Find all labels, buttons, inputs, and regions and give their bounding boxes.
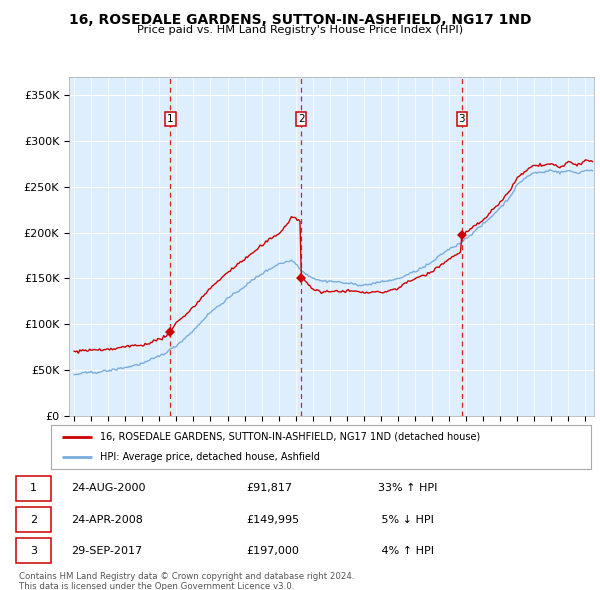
Text: 16, ROSEDALE GARDENS, SUTTON-IN-ASHFIELD, NG17 1ND: 16, ROSEDALE GARDENS, SUTTON-IN-ASHFIELD…	[69, 13, 531, 27]
Text: 4% ↑ HPI: 4% ↑ HPI	[378, 546, 434, 556]
FancyBboxPatch shape	[16, 476, 51, 501]
Text: 1: 1	[167, 114, 173, 124]
Text: 24-AUG-2000: 24-AUG-2000	[71, 483, 145, 493]
Text: 2: 2	[298, 114, 304, 124]
Text: 1: 1	[30, 483, 37, 493]
Text: £91,817: £91,817	[246, 483, 292, 493]
Text: 33% ↑ HPI: 33% ↑ HPI	[378, 483, 437, 493]
FancyBboxPatch shape	[16, 507, 51, 532]
FancyBboxPatch shape	[16, 538, 51, 563]
Text: HPI: Average price, detached house, Ashfield: HPI: Average price, detached house, Ashf…	[100, 452, 319, 462]
Text: 3: 3	[458, 114, 465, 124]
Text: Price paid vs. HM Land Registry's House Price Index (HPI): Price paid vs. HM Land Registry's House …	[137, 25, 463, 35]
Text: 24-APR-2008: 24-APR-2008	[71, 514, 143, 525]
Text: £149,995: £149,995	[246, 514, 299, 525]
Text: This data is licensed under the Open Government Licence v3.0.: This data is licensed under the Open Gov…	[19, 582, 295, 590]
Text: 5% ↓ HPI: 5% ↓ HPI	[378, 514, 434, 525]
Text: 29-SEP-2017: 29-SEP-2017	[71, 546, 142, 556]
Text: Contains HM Land Registry data © Crown copyright and database right 2024.: Contains HM Land Registry data © Crown c…	[19, 572, 355, 581]
Text: 2: 2	[30, 514, 37, 525]
Text: 3: 3	[30, 546, 37, 556]
Text: 16, ROSEDALE GARDENS, SUTTON-IN-ASHFIELD, NG17 1ND (detached house): 16, ROSEDALE GARDENS, SUTTON-IN-ASHFIELD…	[100, 432, 480, 442]
Text: £197,000: £197,000	[246, 546, 299, 556]
